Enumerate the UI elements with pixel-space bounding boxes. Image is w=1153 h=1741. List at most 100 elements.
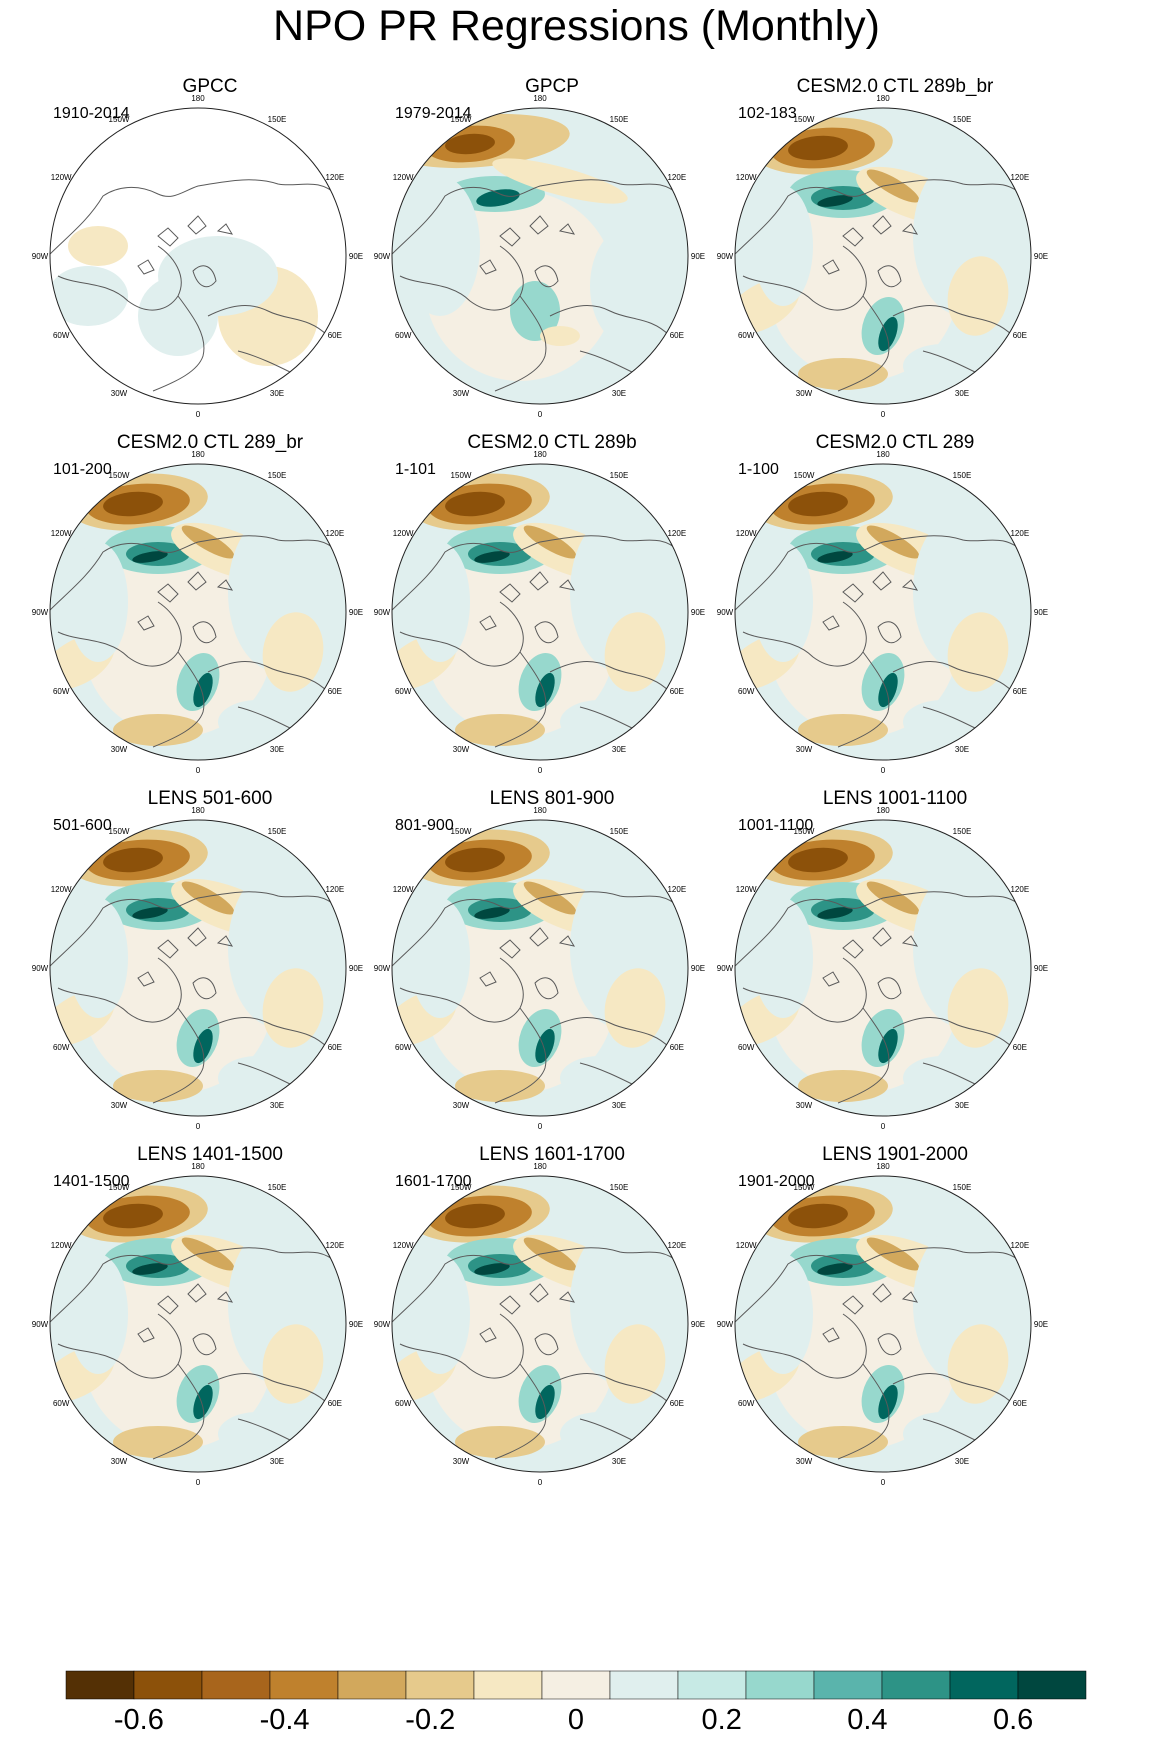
- longitude-label: 90E: [1034, 252, 1048, 261]
- coastline: [50, 897, 199, 969]
- longitude-label: 30W: [453, 1101, 470, 1110]
- longitude-label: 150W: [794, 115, 815, 124]
- anomaly-contour: [866, 525, 920, 559]
- anomaly-contour: [560, 1056, 640, 1100]
- anomaly-contour: [604, 612, 666, 692]
- coastline: [57, 957, 182, 1023]
- longitude-label: 90W: [32, 1320, 49, 1329]
- coastline: [529, 215, 549, 235]
- longitude-label: 120E: [1010, 885, 1029, 894]
- anomaly-contour: [604, 1324, 666, 1404]
- coastline: [837, 1007, 890, 1104]
- anomaly-contour: [400, 176, 480, 316]
- coastline: [137, 1327, 155, 1343]
- longitude-label: 180: [533, 94, 547, 103]
- coastline: [872, 1283, 892, 1303]
- colorbar-tick-label: -0.4: [260, 1704, 310, 1736]
- longitude-label: 120E: [325, 173, 344, 182]
- coastline: [539, 179, 681, 197]
- longitude-label: 90E: [349, 964, 363, 973]
- map-panel: 180 150E 120E 90E 60E 30E 0 30W 60W 90W 120W 150W LE…: [20, 788, 400, 1183]
- longitude-label: 30E: [955, 389, 969, 398]
- anomaly-contour: [560, 1412, 640, 1456]
- longitude-label: 30W: [111, 1101, 128, 1110]
- map-border: [734, 463, 1032, 761]
- coastline: [399, 601, 524, 667]
- polar-map: 180 150E 120E 90E 60E 30E 0 30W 60W 90W 120W 150W: [32, 1162, 363, 1487]
- longitude-label: 120E: [667, 529, 686, 538]
- anomaly-contour: [540, 326, 580, 346]
- coastline: [882, 1247, 1024, 1265]
- coastline: [197, 535, 339, 553]
- anomaly-contour: [798, 1426, 888, 1458]
- panel-title: LENS 1601-1700: [479, 1144, 625, 1165]
- longitude-label: 60E: [1013, 1399, 1027, 1408]
- panel-period: 1601-1700: [395, 1173, 472, 1190]
- longitude-label: 90E: [691, 1320, 705, 1329]
- coastline: [50, 541, 199, 613]
- coastline: [137, 615, 155, 631]
- longitude-label: 120E: [667, 1241, 686, 1250]
- longitude-label: 0: [881, 1122, 886, 1131]
- anomaly-contour: [445, 1203, 505, 1229]
- coastline: [539, 1247, 681, 1265]
- longitude-label: 90E: [349, 608, 363, 617]
- longitude-label: 0: [196, 1478, 201, 1487]
- longitude-label: 60E: [670, 1399, 684, 1408]
- map-panel: 180 150E 120E 90E 60E 30E 0 30W 60W 90W 120W 150W GP…: [362, 76, 742, 471]
- coastline: [216, 223, 234, 235]
- anomaly-contour: [410, 542, 470, 662]
- anomaly-contour: [878, 1028, 898, 1064]
- neutral-field: [83, 903, 273, 1093]
- coastline: [877, 621, 902, 644]
- longitude-label: 150W: [794, 1183, 815, 1192]
- map-border: [391, 819, 689, 1117]
- anomaly-contour: [523, 525, 577, 559]
- colorbar-swatch: [337, 1670, 407, 1700]
- coastline: [901, 1291, 919, 1303]
- coastline: [207, 1373, 329, 1405]
- panel-title: GPCC: [182, 76, 238, 97]
- coastline: [534, 265, 559, 288]
- coastline: [892, 305, 1014, 337]
- longitude-label: 60W: [738, 331, 755, 340]
- panel-period: 102-183: [738, 105, 797, 122]
- anomaly-contour: [753, 542, 813, 662]
- polar-map: 180 150E 120E 90E 60E 30E 0 30W 60W 90W 120W 150W: [374, 806, 705, 1131]
- anomaly-contour: [535, 1384, 555, 1420]
- longitude-label: 120W: [51, 173, 72, 182]
- longitude-label: 60W: [53, 1399, 70, 1408]
- longitude-label: 150E: [268, 1183, 287, 1192]
- longitude-label: 120E: [1010, 173, 1029, 182]
- longitude-label: 30W: [453, 389, 470, 398]
- longitude-label: 60W: [395, 1043, 412, 1052]
- anomaly-contour: [947, 256, 1009, 336]
- longitude-label: 30W: [111, 389, 128, 398]
- colorbar-swatch: [813, 1670, 883, 1700]
- coastline: [892, 661, 1014, 693]
- longitude-label: 60W: [395, 1399, 412, 1408]
- neutral-field: [83, 547, 273, 737]
- coastline: [499, 583, 521, 603]
- anomaly-contour: [68, 226, 128, 266]
- coastline: [892, 1017, 1014, 1049]
- longitude-label: 180: [191, 450, 205, 459]
- anomaly-contour: [878, 316, 898, 352]
- anomaly-contour: [262, 612, 324, 692]
- map-panel: 180 150E 120E 90E 60E 30E 0 30W 60W 90W 120W 150W CE…: [705, 76, 1085, 471]
- coastline: [901, 223, 919, 235]
- anomaly-contour: [878, 672, 898, 708]
- panel-period: 1-101: [395, 461, 436, 478]
- polar-map: 180 150E 120E 90E 60E 30E 0 30W 60W 90W 120W 150W: [374, 94, 705, 419]
- anomaly-contour: [181, 525, 235, 559]
- anomaly-contour: [817, 1263, 853, 1275]
- longitude-label: 90E: [691, 252, 705, 261]
- longitude-label: 120W: [51, 885, 72, 894]
- map-border: [49, 107, 347, 405]
- longitude-label: 150E: [610, 471, 629, 480]
- coastline: [494, 295, 547, 392]
- coastline: [216, 579, 234, 591]
- longitude-label: 150E: [268, 115, 287, 124]
- longitude-label: 60W: [395, 687, 412, 696]
- coastline: [534, 977, 559, 1000]
